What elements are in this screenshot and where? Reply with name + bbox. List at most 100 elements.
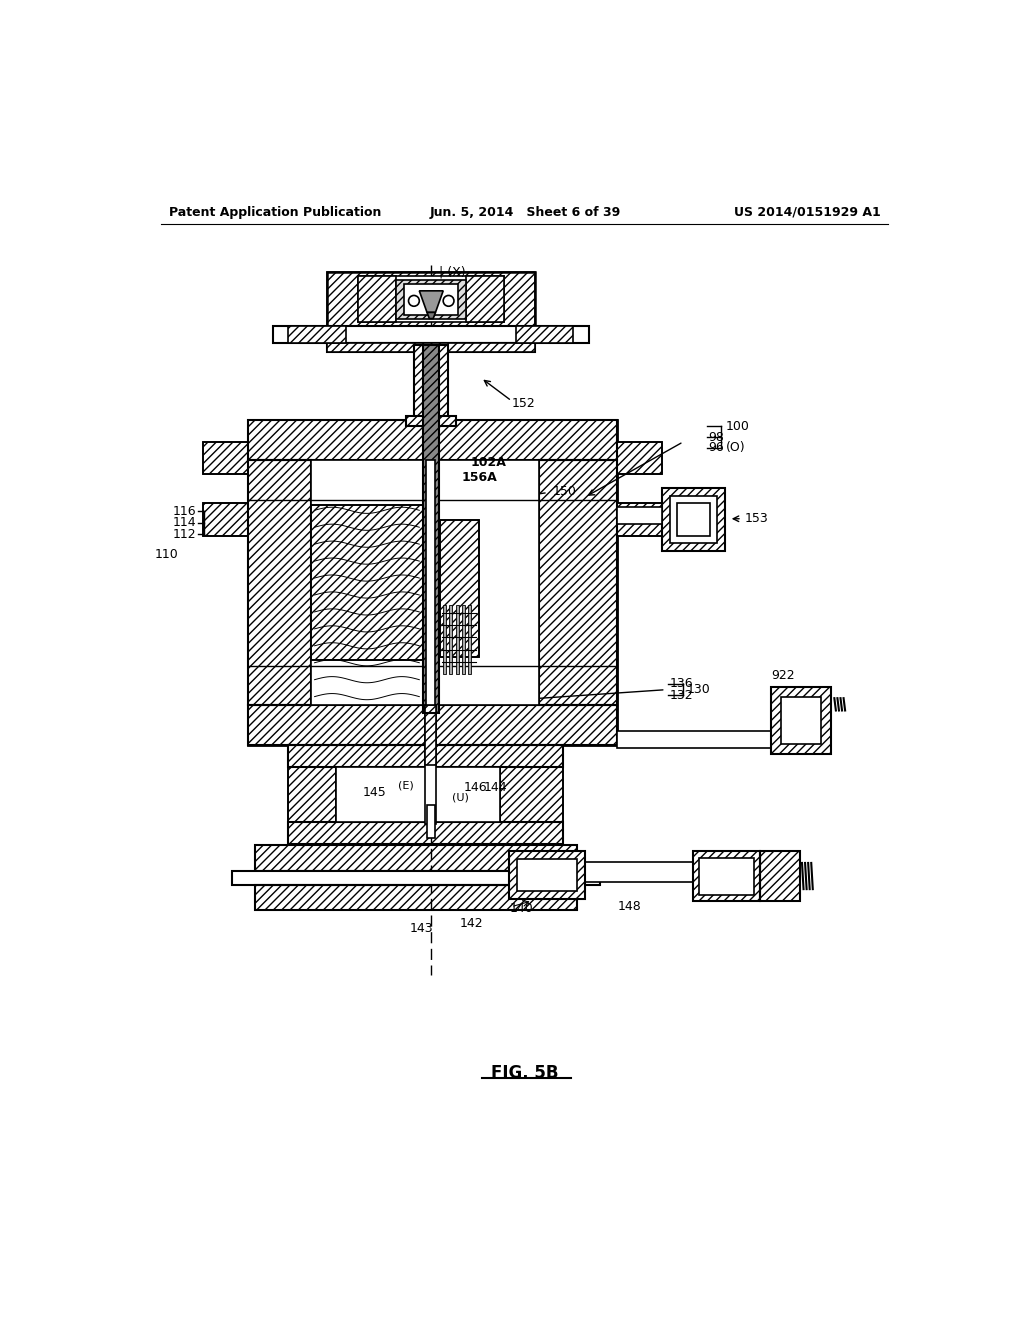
Bar — [427, 805, 435, 838]
Bar — [443, 605, 446, 675]
Bar — [468, 605, 471, 675]
Bar — [617, 503, 662, 536]
Bar — [327, 343, 535, 352]
Bar — [771, 686, 831, 755]
Bar — [539, 461, 617, 705]
Text: 98: 98 — [708, 430, 724, 444]
Text: 152: 152 — [512, 397, 536, 409]
Bar — [509, 851, 585, 899]
Bar — [310, 506, 423, 660]
Bar — [289, 767, 336, 822]
Bar — [255, 884, 578, 909]
Bar — [450, 605, 453, 675]
Text: 96: 96 — [708, 441, 724, 454]
Bar — [425, 705, 436, 766]
Bar — [414, 345, 447, 420]
Bar — [310, 461, 539, 705]
Bar — [289, 326, 346, 343]
Text: 148: 148 — [617, 900, 641, 913]
Bar — [423, 345, 438, 713]
Polygon shape — [419, 290, 443, 313]
Bar — [203, 503, 248, 536]
Text: 136: 136 — [670, 677, 693, 690]
Bar — [310, 506, 423, 660]
Bar — [617, 507, 662, 524]
Bar — [617, 442, 662, 474]
Text: US 2014/0151929 A1: US 2014/0151929 A1 — [734, 206, 881, 219]
Bar — [289, 822, 563, 843]
Bar — [500, 767, 563, 822]
Bar — [440, 520, 478, 657]
Text: (O): (O) — [726, 441, 745, 454]
Text: 150: 150 — [553, 484, 577, 498]
Text: 132: 132 — [670, 689, 693, 702]
Text: (E): (E) — [398, 780, 414, 791]
Bar — [662, 488, 725, 552]
Bar — [425, 705, 436, 825]
Text: 145: 145 — [362, 787, 386, 800]
Text: 130: 130 — [686, 684, 711, 696]
Bar — [232, 871, 600, 884]
Bar — [336, 767, 500, 822]
Bar — [273, 326, 589, 343]
Bar — [248, 420, 617, 461]
Bar — [692, 851, 761, 900]
Bar — [698, 858, 755, 895]
Bar — [585, 862, 766, 882]
Text: 110: 110 — [155, 548, 178, 561]
Bar — [248, 420, 617, 461]
Circle shape — [409, 296, 419, 306]
Text: (U): (U) — [453, 792, 469, 803]
Bar — [414, 345, 447, 420]
Bar — [670, 496, 717, 544]
Circle shape — [443, 296, 454, 306]
Bar — [500, 767, 563, 822]
Bar — [456, 605, 459, 675]
Bar — [248, 705, 617, 744]
Bar — [662, 488, 725, 552]
Bar — [255, 884, 578, 909]
Bar — [440, 520, 478, 657]
Bar — [677, 503, 710, 536]
Bar — [466, 276, 504, 322]
Bar — [396, 280, 466, 318]
Text: 143: 143 — [410, 921, 433, 935]
Bar — [423, 345, 438, 713]
Bar — [462, 605, 465, 675]
Text: 116: 116 — [172, 504, 196, 517]
Bar — [617, 442, 662, 474]
Bar — [255, 845, 578, 871]
Bar — [248, 705, 617, 744]
Bar — [289, 744, 563, 767]
Text: | (X): | (X) — [438, 265, 465, 279]
Bar — [248, 461, 310, 705]
Text: 146: 146 — [463, 781, 486, 795]
Bar — [255, 845, 578, 871]
Text: 153: 153 — [744, 512, 768, 525]
Bar — [617, 731, 782, 748]
Text: Jun. 5, 2014   Sheet 6 of 39: Jun. 5, 2014 Sheet 6 of 39 — [429, 206, 621, 219]
Text: 102A: 102A — [471, 455, 507, 469]
Bar — [357, 276, 396, 322]
Bar — [407, 416, 456, 426]
Text: 114: 114 — [172, 516, 196, 529]
Text: 922: 922 — [771, 669, 795, 682]
Bar — [203, 442, 248, 474]
Text: Patent Application Publication: Patent Application Publication — [169, 206, 381, 219]
Bar — [539, 461, 617, 705]
Text: 144: 144 — [483, 781, 507, 795]
Bar — [517, 859, 578, 891]
Text: FIG. 5B: FIG. 5B — [492, 1064, 558, 1082]
Bar — [761, 851, 801, 900]
Bar — [515, 326, 573, 343]
Polygon shape — [427, 313, 435, 318]
Bar — [781, 697, 821, 744]
Bar — [289, 822, 563, 843]
Bar — [327, 272, 535, 326]
Bar — [248, 420, 617, 744]
Bar — [761, 851, 801, 900]
Bar — [289, 767, 336, 822]
Bar — [248, 461, 310, 705]
Bar — [403, 284, 458, 314]
Text: 142: 142 — [460, 917, 483, 931]
